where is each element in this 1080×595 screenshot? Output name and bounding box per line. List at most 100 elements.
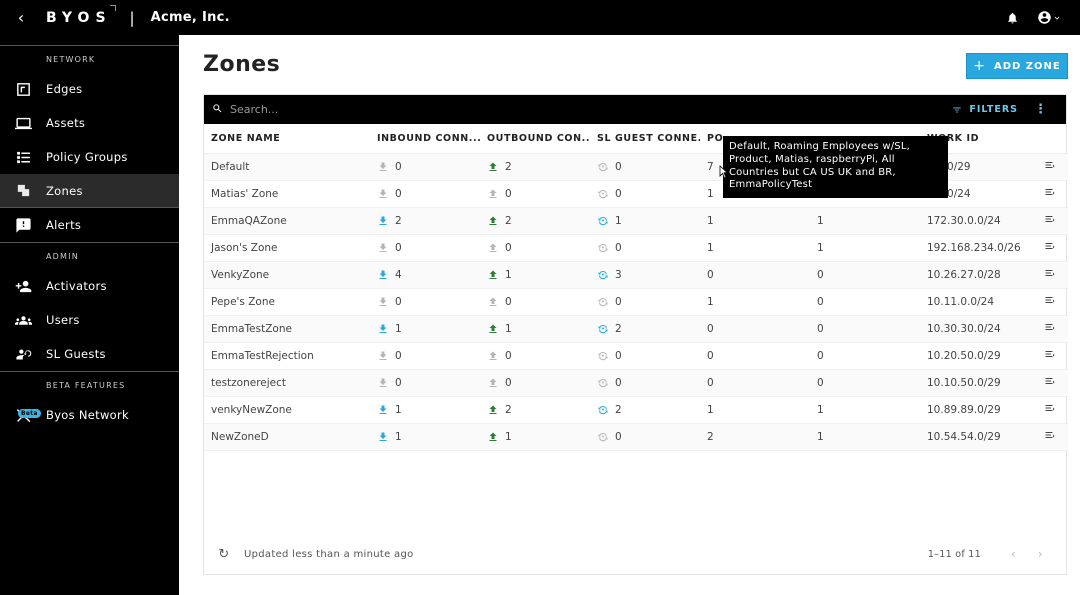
- sidebar-item-byos-network[interactable]: Beta Byos Network: [0, 398, 179, 432]
- column-value: 1: [817, 403, 824, 416]
- account-menu-button[interactable]: [1037, 10, 1062, 25]
- chevron-left-icon[interactable]: ‹: [1010, 547, 1016, 561]
- add-zone-label: ADD ZONE: [993, 60, 1061, 72]
- table-row[interactable]: EmmaTestZone 1 1 2 0 0 10.30.30.0/24: [204, 315, 1068, 343]
- row-menu-icon[interactable]: [1032, 180, 1068, 208]
- sidebar-item-label: Users: [46, 313, 80, 327]
- alert-icon: [0, 217, 46, 234]
- sidebar-item-label: Edges: [46, 82, 83, 96]
- download-icon: [377, 350, 389, 362]
- page-title: Zones: [203, 52, 281, 77]
- upload-icon: [487, 431, 499, 443]
- add-zone-button[interactable]: + ADD ZONE: [966, 53, 1068, 79]
- policy-count: 2: [707, 430, 714, 443]
- column-value: 0: [817, 322, 824, 335]
- row-menu-icon[interactable]: [1032, 342, 1068, 370]
- sidebar-item-label: SL Guests: [46, 347, 106, 361]
- inbound-count: 0: [395, 187, 402, 200]
- inbound-count: 0: [395, 376, 402, 389]
- upload-icon: [487, 296, 499, 308]
- table-footer: ↻ Updated less than a minute ago 1–11 of…: [204, 534, 1066, 574]
- table-row[interactable]: NewZoneD 1 1 0 2 1 10.54.54.0/29: [204, 423, 1068, 451]
- inbound-count: 1: [395, 430, 402, 443]
- guest-count: 1: [615, 214, 622, 227]
- sidebar-item-activators[interactable]: Activators: [0, 269, 179, 303]
- title-separator: |: [129, 8, 135, 27]
- row-menu-icon[interactable]: [1032, 207, 1068, 235]
- sidebar-item-users[interactable]: Users: [0, 303, 179, 337]
- row-menu-icon[interactable]: [1032, 423, 1068, 451]
- section-title-network: NETWORK: [0, 45, 179, 72]
- table-row[interactable]: EmmaTestRejection 0 0 0 0 0 10.20.50.0/2…: [204, 342, 1068, 370]
- row-menu-icon[interactable]: [1032, 369, 1068, 397]
- table-row[interactable]: VenkyZone 4 1 3 0 0 10.26.27.0/28: [204, 261, 1068, 289]
- policy-count: 0: [707, 322, 714, 335]
- guest-count: 0: [615, 187, 622, 200]
- person-add-icon: [0, 278, 46, 295]
- refresh-icon[interactable]: ↻: [218, 546, 230, 562]
- guest-count: 0: [615, 376, 622, 389]
- row-menu-icon[interactable]: [1032, 234, 1068, 262]
- policy-count: 1: [707, 214, 714, 227]
- bell-icon[interactable]: [1006, 11, 1019, 25]
- upload-icon: [487, 377, 499, 389]
- column-value: 0: [817, 268, 824, 281]
- policy-count: 0: [707, 268, 714, 281]
- sidebar-item-alerts[interactable]: Alerts: [0, 208, 179, 242]
- column-header[interactable]: SL GUEST CONNE...: [590, 124, 700, 154]
- column-header[interactable]: OUTBOUND CON...: [480, 124, 590, 154]
- column-header[interactable]: ZONE NAME: [204, 124, 370, 154]
- chevron-left-icon[interactable]: ‹: [17, 8, 25, 27]
- table-row[interactable]: Jason's Zone 0 0 0 1 1 192.168.234.0/26: [204, 234, 1068, 262]
- download-icon: [377, 377, 389, 389]
- top-bar: ‹ BYOS | Acme, Inc.: [0, 0, 1080, 35]
- policy-count: 0: [707, 376, 714, 389]
- upload-icon: [487, 269, 499, 281]
- sidebar-item-label: Activators: [46, 279, 107, 293]
- column-header[interactable]: INBOUND CONN...: [370, 124, 480, 154]
- sidebar-item-assets[interactable]: Assets: [0, 106, 179, 140]
- chevron-down-icon: [1054, 16, 1060, 20]
- guest-connection-icon: [597, 161, 609, 173]
- outbound-count: 2: [505, 403, 512, 416]
- more-vert-icon[interactable]: ⋮: [1034, 102, 1048, 117]
- network-id: 10.20.50.0/29: [927, 349, 1001, 362]
- sidebar-item-zones[interactable]: Zones: [0, 174, 179, 208]
- sidebar-item-policy-groups[interactable]: Policy Groups: [0, 140, 179, 174]
- inbound-count: 0: [395, 295, 402, 308]
- table-header-row: ZONE NAME INBOUND CONN... OUTBOUND CON..…: [204, 124, 1068, 154]
- table-row[interactable]: EmmaQAZone 2 2 1 1 1 172.30.0.0/24: [204, 207, 1068, 235]
- zone-name: testzonereject: [211, 376, 287, 389]
- table-row[interactable]: venkyNewZone 1 2 2 1 1 10.89.89.0/29: [204, 396, 1068, 424]
- sidebar: NETWORK Edges Assets Policy Groups Zones…: [0, 35, 179, 595]
- row-menu-icon[interactable]: [1032, 153, 1068, 181]
- chevron-right-icon[interactable]: ›: [1037, 547, 1043, 561]
- column-value: 0: [817, 349, 824, 362]
- guest-connection-icon: [597, 323, 609, 335]
- guest-connection-icon: [597, 296, 609, 308]
- guest-count: 0: [615, 430, 622, 443]
- outbound-count: 1: [505, 430, 512, 443]
- row-menu-icon[interactable]: [1032, 315, 1068, 343]
- column-value: 1: [817, 214, 824, 227]
- network-id: 10.11.0.0/24: [927, 295, 994, 308]
- row-menu-icon[interactable]: [1032, 396, 1068, 424]
- policy-count: 1: [707, 403, 714, 416]
- zone-name: EmmaTestRejection: [211, 349, 314, 362]
- download-icon: [377, 296, 389, 308]
- table-row[interactable]: Pepe's Zone 0 0 0 1 0 10.11.0.0/24: [204, 288, 1068, 316]
- row-menu-icon[interactable]: [1032, 288, 1068, 316]
- filters-button[interactable]: FILTERS: [951, 104, 1018, 115]
- account-circle-icon: [1038, 11, 1051, 24]
- sidebar-item-sl-guests[interactable]: SL Guests: [0, 337, 179, 371]
- sidebar-item-label: Byos Network: [46, 408, 129, 422]
- policy-count: 1: [707, 295, 714, 308]
- inbound-count: 4: [395, 268, 402, 281]
- row-menu-icon[interactable]: [1032, 261, 1068, 289]
- sidebar-item-edges[interactable]: Edges: [0, 72, 179, 106]
- search-input[interactable]: [230, 103, 830, 116]
- guest-connection-icon: [597, 350, 609, 362]
- table-row[interactable]: testzonereject 0 0 0 0 0 10.10.50.0/29: [204, 369, 1068, 397]
- beta-badge: Beta: [18, 408, 41, 418]
- inbound-count: 0: [395, 160, 402, 173]
